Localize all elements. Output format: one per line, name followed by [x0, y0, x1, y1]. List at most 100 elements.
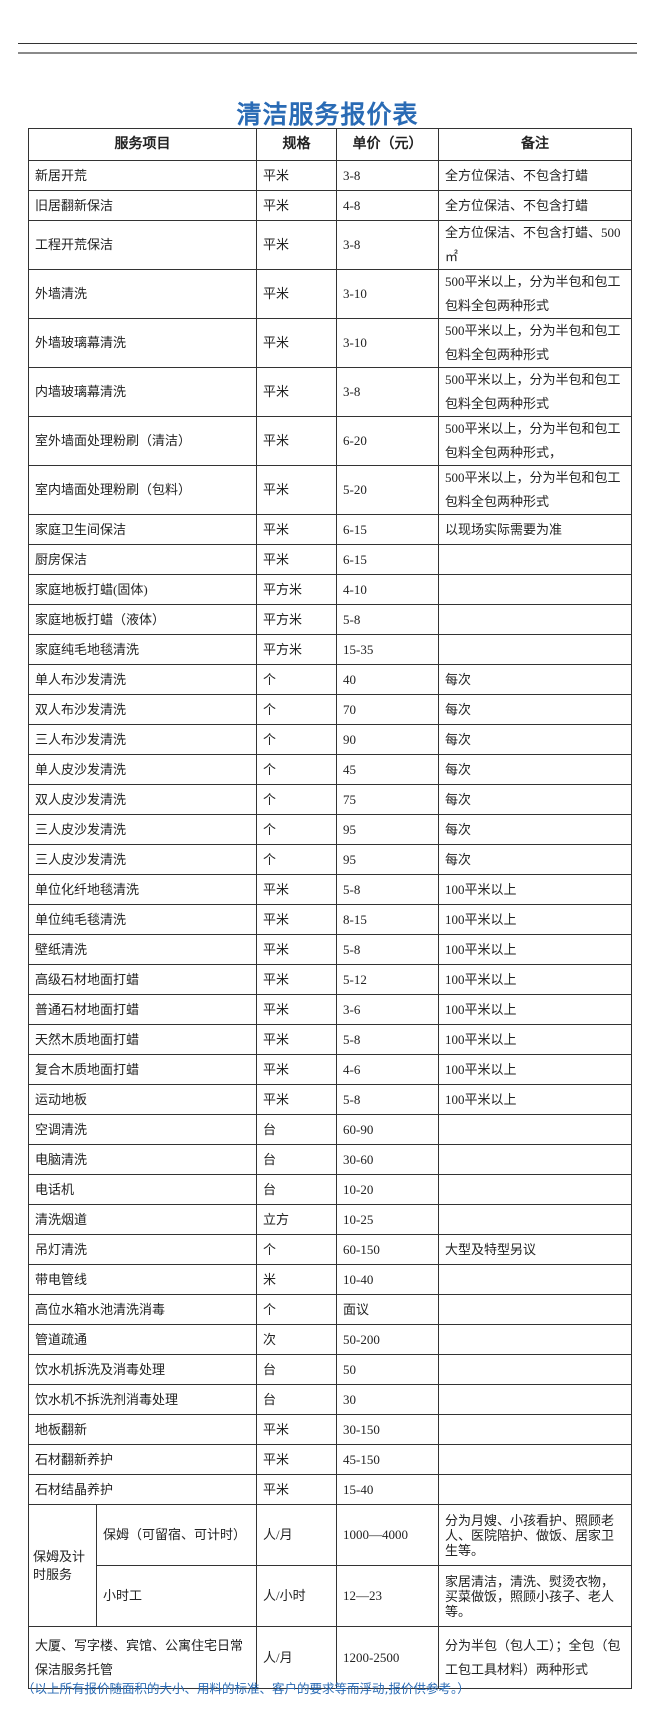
price: 15-35 — [336, 634, 439, 665]
table-row: 清洗烟道 立方 10-25 — [28, 1204, 632, 1235]
note: 每次 — [438, 784, 632, 815]
price: 6-20 — [336, 416, 439, 466]
service-item: 三人皮沙发清洗 — [28, 814, 257, 845]
unit: 平米 — [256, 904, 337, 935]
service-item: 厨房保洁 — [28, 544, 257, 575]
service-item: 外墙清洗 — [28, 269, 257, 319]
service-item: 高位水箱水池清洗消毒 — [28, 1294, 257, 1325]
service-item: 旧居翻新保洁 — [28, 190, 257, 221]
price: 45-150 — [336, 1444, 439, 1475]
unit: 个 — [256, 694, 337, 725]
note: 100平米以上 — [438, 1024, 632, 1055]
service-item: 天然木质地面打蜡 — [28, 1024, 257, 1055]
table-row: 单人布沙发清洗个 40 每次 — [28, 664, 632, 695]
note: 每次 — [438, 754, 632, 785]
service-item: 带电管线 — [28, 1264, 257, 1295]
unit: 平米 — [256, 318, 337, 368]
service-item: 三人皮沙发清洗 — [28, 844, 257, 875]
unit: 个 — [256, 1294, 337, 1325]
table-row: 电脑清洗台 30-60 — [28, 1144, 632, 1175]
price: 50 — [336, 1354, 439, 1385]
table-row: 室内墙面处理粉刷（包料） 平米 5-20 500平米以上，分为半包和包工包料全包两种形… — [28, 465, 632, 515]
price: 5-8 — [336, 1084, 439, 1115]
unit: 平米 — [256, 964, 337, 995]
service-item: 电话机 — [28, 1174, 257, 1205]
table-row: 厨房保洁 平米 6-15 — [28, 544, 632, 575]
note: 每次 — [438, 694, 632, 725]
unit: 平米 — [256, 1414, 337, 1445]
note — [438, 1354, 632, 1385]
price: 12—23 — [336, 1565, 439, 1627]
price: 6-15 — [336, 514, 439, 545]
price: 面议 — [336, 1294, 439, 1325]
service-item: 大厦、写字楼、宾馆、公寓住宅日常保洁服务托管 — [28, 1626, 257, 1689]
unit: 个 — [256, 724, 337, 755]
price: 1000—4000 — [336, 1504, 439, 1566]
price: 75 — [336, 784, 439, 815]
service-item: 地板翻新 — [28, 1414, 257, 1445]
note — [438, 574, 632, 605]
price: 1200-2500 — [336, 1626, 439, 1689]
table-row: 电话机台 10-20 — [28, 1174, 632, 1205]
note — [438, 544, 632, 575]
page-title: 清洁服务报价表 — [236, 100, 419, 129]
price: 5-8 — [336, 604, 439, 635]
note — [438, 1444, 632, 1475]
note — [438, 1294, 632, 1325]
note: 全方位保洁、不包含打蜡 — [438, 190, 632, 221]
service-item: 家庭纯毛地毯清洗 — [28, 634, 257, 665]
table-row: 三人皮沙发清洗个 95 每次 — [28, 844, 632, 875]
service-item: 室外墙面处理粉刷（清洁） — [28, 416, 257, 466]
price: 6-15 — [336, 544, 439, 575]
unit: 米 — [256, 1264, 337, 1295]
table-row-nanny: 小时工 人/小时 12—23 家居清洁，清洗、熨烫衣物，买菜做饭，照顾小孩子、老人等。 — [29, 1565, 632, 1627]
note: 每次 — [438, 724, 632, 755]
table-row: 外墙玻璃幕清洗 平米 3-10 500平米以上，分为半包和包工包料全包两种形式 — [28, 318, 632, 368]
price: 3-10 — [336, 269, 439, 319]
unit: 平米 — [256, 544, 337, 575]
table-row: 地板翻新 平米 30-150 — [28, 1414, 632, 1445]
note: 100平米以上 — [438, 904, 632, 935]
unit: 平米 — [256, 220, 337, 270]
table-row: 三人布沙发清洗个 90 每次 — [28, 724, 632, 755]
service-item: 运动地板 — [28, 1084, 257, 1115]
unit: 平米 — [256, 190, 337, 221]
price: 4-6 — [336, 1054, 439, 1085]
unit: 平米 — [256, 1054, 337, 1085]
unit: 平米 — [256, 416, 337, 466]
price: 45 — [336, 754, 439, 785]
table-row: 单位纯毛毯清洗 平米 8-15 100平米以上 — [28, 904, 632, 935]
service-item: 双人皮沙发清洗 — [28, 784, 257, 815]
price: 5-12 — [336, 964, 439, 995]
note — [438, 1114, 632, 1145]
table-row: 家庭地板打蜡(固体) 平方米 4-10 — [28, 574, 632, 605]
unit: 平米 — [256, 1474, 337, 1505]
note: 全方位保洁、不包含打蜡、500㎡ — [438, 220, 632, 270]
table-row: 石材翻新养护 平米 45-150 — [28, 1444, 632, 1475]
table-row: 石材结晶养护 平米 15-40 — [28, 1474, 632, 1505]
note: 100平米以上 — [438, 874, 632, 905]
service-item: 复合木质地面打蜡 — [28, 1054, 257, 1085]
header-price: 单价（元） — [336, 128, 439, 161]
service-item: 室内墙面处理粉刷（包料） — [28, 465, 257, 515]
service-item: 高级石材地面打蜡 — [28, 964, 257, 995]
unit: 人/小时 — [256, 1565, 337, 1627]
service-item: 家庭卫生间保洁 — [28, 514, 257, 545]
note — [438, 604, 632, 635]
note — [438, 1414, 632, 1445]
table-row: 三人皮沙发清洗个 95 每次 — [28, 814, 632, 845]
price: 95 — [336, 844, 439, 875]
table-row: 大厦、写字楼、宾馆、公寓住宅日常保洁服务托管 人/月 1200-2500 分为半包（包… — [28, 1626, 632, 1689]
note: 全方位保洁、不包含打蜡 — [438, 160, 632, 191]
table-row: 吊灯清洗个 60-150 大型及特型另议 — [28, 1234, 632, 1265]
table-row: 家庭地板打蜡（液体） 平方米 5-8 — [28, 604, 632, 635]
table-row: 家庭卫生间保洁 平米 6-15 以现场实际需要为准 — [28, 514, 632, 545]
price: 4-10 — [336, 574, 439, 605]
table-row: 高位水箱水池清洗消毒个面议 — [28, 1294, 632, 1325]
unit: 平米 — [256, 994, 337, 1025]
table-row: 天然木质地面打蜡 平米 5-8 100平米以上 — [28, 1024, 632, 1055]
service-item: 新居开荒 — [28, 160, 257, 191]
unit: 平米 — [256, 874, 337, 905]
table-row: 家庭纯毛地毯清洗 平方米 15-35 — [28, 634, 632, 665]
service-item: 保姆（可留宿、可计时） — [96, 1504, 257, 1566]
